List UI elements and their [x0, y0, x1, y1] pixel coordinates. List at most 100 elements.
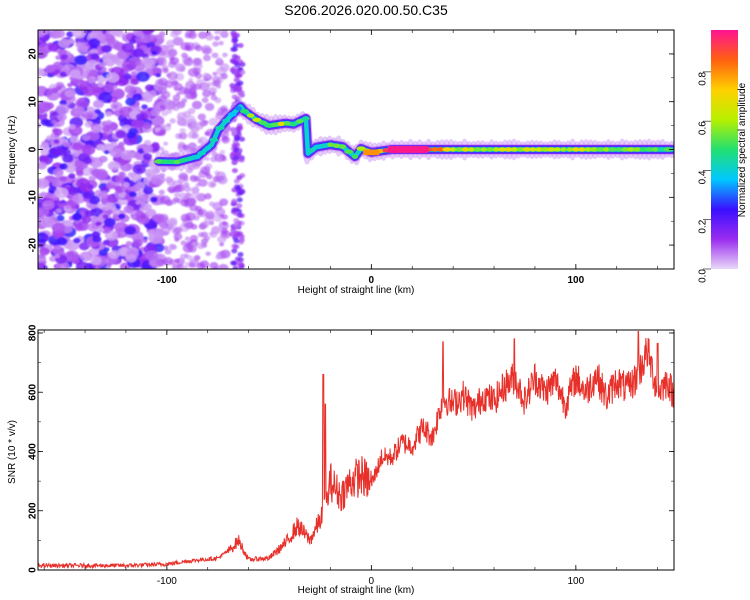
- spectrogram-noise-blob: [208, 117, 219, 126]
- spectrogram-noise-blob: [158, 189, 165, 195]
- spectrogram-noise-blob: [142, 153, 153, 161]
- spectrogram-noise-blob: [178, 192, 187, 200]
- spectrogram-noise-blob: [136, 218, 143, 223]
- spectrogram-noise-blob: [88, 175, 97, 182]
- spectrogram-noise-blob: [102, 125, 111, 132]
- spectrogram-noise-blob: [194, 176, 201, 182]
- spectrogram-noise-blob: [130, 214, 137, 220]
- spectrogram-noise-blob: [96, 144, 105, 151]
- spectrogram-noise-blob: [76, 178, 90, 189]
- spectrogram-noise-blob: [132, 93, 143, 102]
- spectrogram-noise-blob: [114, 30, 125, 38]
- snr-plot-area: [38, 330, 674, 570]
- spectrogram-noise-blob: [215, 155, 223, 162]
- spectrogram-noise-blob: [107, 209, 114, 215]
- spectrogram-ytick-label: 20: [28, 48, 39, 60]
- spectrogram-noise-blob: [180, 240, 187, 246]
- spectrogram-noise-blob: [76, 44, 89, 54]
- spectrogram-noise-blob: [172, 185, 182, 193]
- spectrogram-noise-blob: [128, 38, 137, 45]
- spectrogram-noise-blob: [102, 57, 113, 65]
- spectrogram-noise-blob: [56, 237, 68, 246]
- spectrogram-noise-blob: [114, 175, 125, 183]
- spectrogram-noise-blob: [67, 82, 73, 88]
- spectrogram-peak: [363, 149, 380, 156]
- spectrogram-noise-blob: [237, 251, 244, 257]
- spectrogram-noise-blob: [236, 212, 243, 218]
- spectrogram-noise-blob: [121, 42, 135, 53]
- spectrogram-noise-blob: [59, 175, 68, 182]
- spectrogram-noise: [38, 30, 246, 269]
- spectrogram-noise-blob: [41, 142, 49, 148]
- spectrogram-noise-blob: [232, 156, 239, 162]
- spectrogram-noise-blob: [158, 146, 165, 152]
- spectrogram-noise-blob: [212, 71, 218, 76]
- spectrogram-ridge-hotspot: [204, 145, 211, 151]
- spectrogram-noise-blob: [131, 118, 144, 129]
- spectrogram-ridge-hotspot: [296, 119, 304, 124]
- spectrogram-noise-blob: [233, 147, 240, 153]
- snr-ytick-label: 600: [28, 383, 39, 400]
- snr-ytick-label: 400: [28, 443, 39, 460]
- spectrogram-noise-blob: [87, 33, 94, 38]
- spectrogram-ridge-hotspot: [621, 147, 629, 152]
- spectrogram-ytick-label: -20: [28, 237, 39, 252]
- snr-xtick-label: -100: [157, 576, 177, 587]
- spectrogram-noise-blob: [58, 38, 70, 48]
- spectrogram-ridge-hotspot: [252, 117, 262, 123]
- spectrogram-noise-blob: [234, 256, 241, 262]
- chart-title: S206.2026.020.00.50.C35: [284, 2, 448, 18]
- spectrogram-ridge-hotspot: [571, 147, 581, 152]
- spectrogram-ridge-hotspot: [197, 151, 206, 156]
- spectrogram-noise-blob: [222, 221, 228, 226]
- spectrogram-noise-blob: [39, 247, 50, 256]
- spectrogram-noise-blob: [215, 254, 222, 260]
- spectrogram-noise-blob: [161, 110, 169, 117]
- spectrogram-ridge-hotspot: [608, 147, 618, 152]
- spectrogram-noise-blob: [78, 152, 91, 163]
- spectrogram-noise-blob: [170, 30, 179, 38]
- spectrogram-noise-blob: [142, 122, 152, 130]
- spectrogram-noise-blob: [79, 251, 93, 262]
- spectrogram-noise-blob: [178, 101, 186, 108]
- spectrogram-ridge-hotspot: [602, 147, 611, 152]
- spectrogram-noise-blob: [238, 264, 245, 269]
- spectrogram-noise-blob: [216, 57, 223, 63]
- spectrogram-noise-blob: [213, 214, 223, 222]
- spectrogram-noise-blob: [160, 90, 171, 99]
- spectrogram-noise-blob: [136, 191, 143, 196]
- spectrogram-noise-blob: [219, 63, 230, 72]
- spectrogram-noise-blob: [232, 265, 239, 269]
- spectrogram-noise-blob: [97, 227, 105, 233]
- spectrogram-noise-blob: [48, 43, 60, 52]
- spectrogram-noise-blob: [182, 243, 194, 253]
- spectrogram-noise-blob: [55, 85, 62, 91]
- spectrogram-ridge-hotspot: [442, 147, 452, 152]
- spectrogram-noise-blob: [156, 258, 166, 267]
- spectrogram-noise-blob: [55, 208, 62, 214]
- spectrogram-ridge-hotspot: [480, 147, 488, 152]
- spectrogram-ridge-hotspot: [302, 116, 310, 121]
- spectrogram-noise-blob: [229, 231, 236, 237]
- spectrogram-noise-blob: [40, 118, 50, 126]
- spectrogram-noise-blob: [205, 163, 213, 170]
- spectrogram-ridge-hotspot: [566, 147, 573, 152]
- spectrogram-noise-blob: [81, 215, 92, 224]
- spectrogram-noise-blob: [162, 124, 172, 132]
- spectrogram-ridge-hotspot: [450, 147, 457, 152]
- spectrogram-noise-blob: [88, 131, 94, 136]
- spectrogram-noise-blob: [130, 78, 139, 86]
- spectrogram-noise-blob: [123, 177, 131, 183]
- spectrogram-ridge-hotspot: [578, 147, 586, 152]
- spectrogram-ridge-hotspot: [154, 159, 164, 164]
- spectrogram-ridge-hotspot: [596, 147, 605, 152]
- spectrogram-noise-blob: [158, 222, 164, 228]
- spectrogram-noise-blob: [88, 77, 96, 84]
- colorbar-tick-label: 0.8: [698, 71, 709, 85]
- spectrogram-noise-blob: [95, 221, 102, 227]
- spectrogram-noise-blob: [170, 199, 177, 205]
- spectrogram-noise-blob: [211, 52, 219, 59]
- spectrogram-noise-blob: [239, 69, 246, 75]
